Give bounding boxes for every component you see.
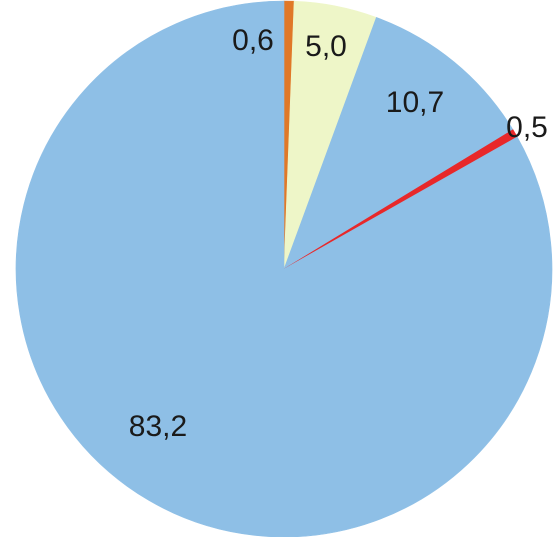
pie-label-2: 5,0 [305,30,347,63]
pie-label-3: 10,7 [386,86,444,119]
pie-slices [15,0,553,537]
pie-label-1: 0,6 [232,24,274,57]
pie-labels: 0,6 5,0 10,7 0,5 83,2 [129,24,548,443]
pie-slice-3 [283,17,514,270]
pie-label-5: 83,2 [129,410,187,443]
pie-label-4: 0,5 [506,111,548,144]
pie-slice-5 [15,0,553,537]
